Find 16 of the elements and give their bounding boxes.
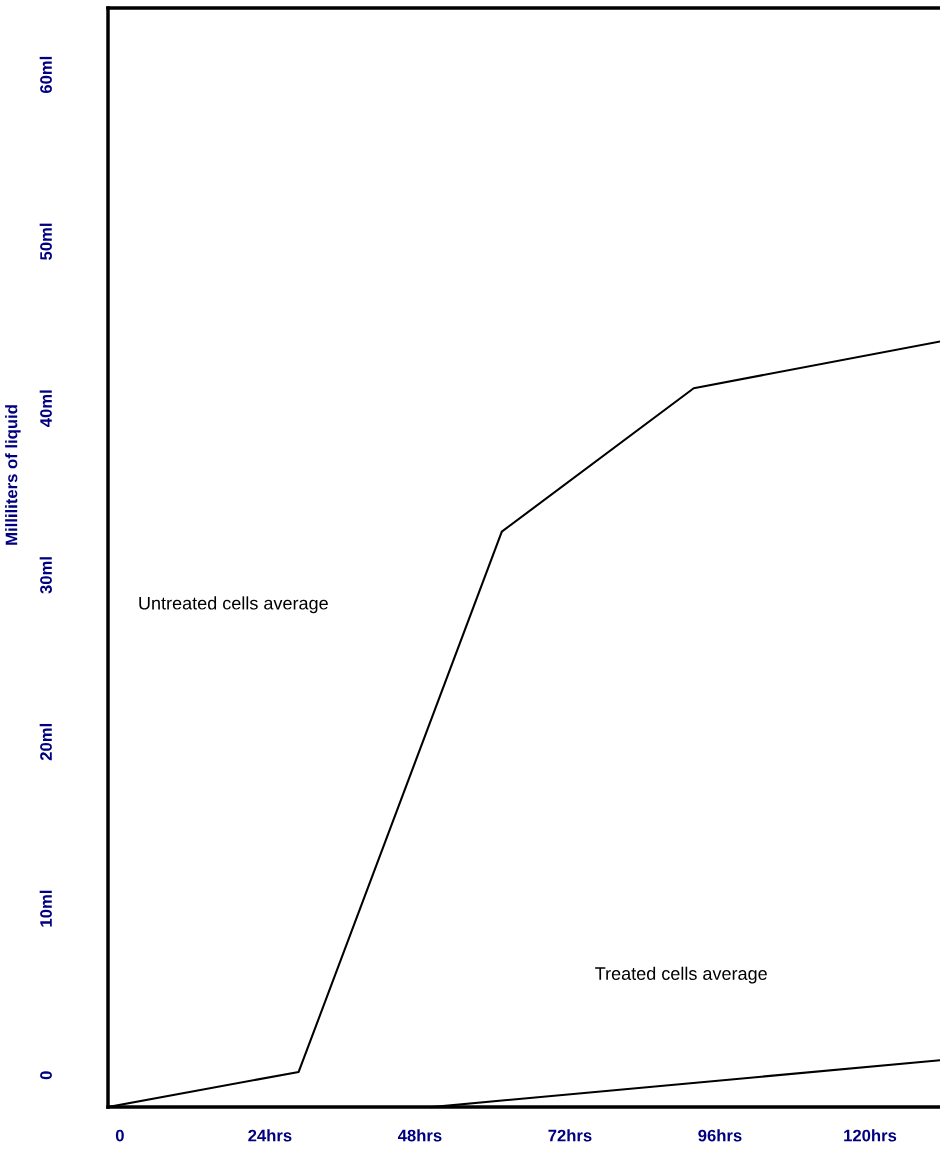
y-tick-label: 40ml [39, 390, 52, 427]
y-tick-label: 20ml [39, 723, 52, 761]
x-tick-label: 48hrs [397, 1129, 442, 1142]
x-tick-label: 72hrs [548, 1129, 592, 1142]
x-tick-label: 96hrs [698, 1129, 742, 1142]
y-tick-label: 50ml [39, 223, 52, 260]
y-axis-title: Milliliters of liquid [5, 405, 21, 545]
y-tick-label: 30ml [39, 557, 52, 594]
x-tick-label: 0 [115, 1129, 124, 1142]
x-tick-label: 120hrs [844, 1129, 897, 1142]
x-tick-label: 24hrs [248, 1129, 292, 1142]
y-tick-label: 0 [40, 1071, 52, 1080]
y-tick-label: 60ml [39, 56, 52, 94]
annotation: Treated cells average [595, 966, 767, 984]
annotation: Untreated cells average [139, 596, 328, 614]
y-tick-label: 10ml [39, 890, 52, 927]
